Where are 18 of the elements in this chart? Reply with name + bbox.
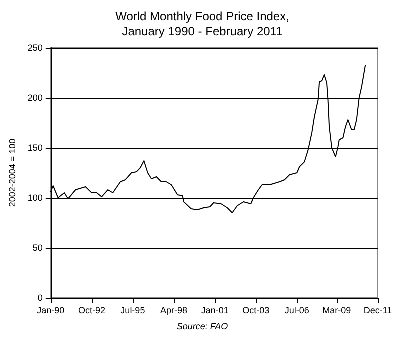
y-tick-label: 0 — [38, 293, 43, 303]
x-tick-label: Oct-03 — [242, 306, 270, 316]
x-tick-label: Jan-01 — [201, 306, 229, 316]
x-tick-label: Jan-90 — [37, 306, 65, 316]
source-note: Source: FAO — [176, 322, 228, 332]
x-tick-label: Jul-95 — [120, 306, 146, 316]
x-tick-label: Mar-09 — [322, 306, 352, 316]
y-tick-label: 150 — [28, 143, 43, 153]
y-tick-label: 250 — [28, 43, 43, 53]
x-tick-label: Oct-92 — [78, 306, 106, 316]
x-tick-label: Dec-11 — [364, 306, 392, 316]
y-tick-label: 50 — [32, 243, 43, 253]
x-tick-label: Apr-98 — [160, 306, 188, 316]
chart-title: World Monthly Food Price Index, January 1990 - February 2011 — [116, 10, 290, 38]
x-tick-label: Jul-06 — [284, 306, 310, 316]
y-tick-label: 200 — [28, 93, 43, 103]
y-axis-title: 2002-2004 = 100 — [8, 138, 18, 208]
y-tick-label: 100 — [28, 193, 43, 203]
